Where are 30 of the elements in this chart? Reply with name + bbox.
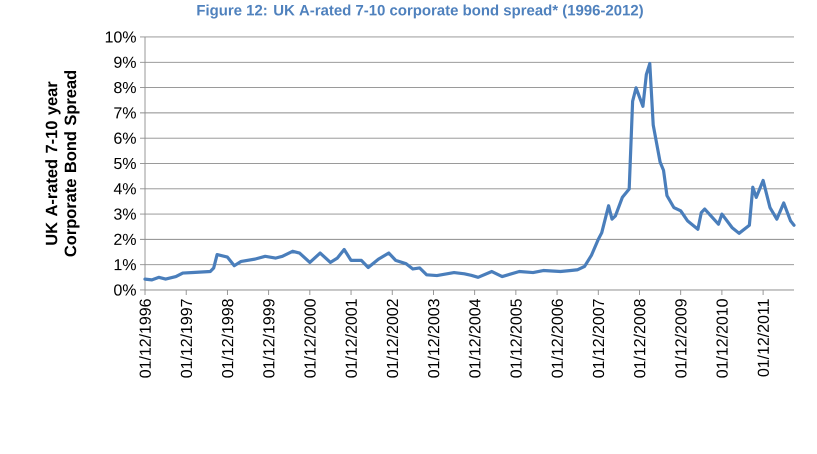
x-tick-label: 01/12/2011: [757, 299, 769, 376]
y-tick-label: 6%: [114, 132, 136, 144]
x-tick-label: 01/12/2004: [468, 298, 481, 378]
x-tick-label: 01/12/2007: [592, 299, 604, 378]
x-tick-label: 01/12/1998: [222, 299, 234, 378]
x-tick-label: 01/12/2003: [428, 299, 440, 378]
y-tick-label: 3%: [114, 208, 136, 220]
y-axis-title: UK A-rated 7-10 year Corporate Bond Spread: [45, 70, 80, 256]
x-tick-label: 01/12/2005: [510, 299, 522, 378]
x-tick-label: 01/12/2001: [345, 299, 357, 378]
line-series: [143, 62, 796, 282]
x-tick-label: 01/12/1999: [262, 299, 274, 378]
y-tick-label: 2%: [114, 234, 136, 245]
y-tick-label: 7%: [114, 107, 136, 118]
chart-title: Figure 12: UK A-rated 7-10 corporate bond spread* (1996-2012): [197, 4, 643, 19]
x-tick-label: 01/12/1997: [180, 299, 192, 378]
y-tick-label: 1%: [114, 259, 136, 270]
y-tick-label: 5%: [114, 158, 136, 170]
x-tick-label: 01/12/2000: [304, 299, 316, 378]
y-tick-label: 9%: [114, 56, 136, 68]
x-tick-label: 01/12/2002: [386, 299, 398, 378]
x-tick-label: 01/12/2008: [634, 299, 646, 378]
y-tick-label: 0%: [114, 284, 136, 296]
y-tick-label: 10%: [106, 31, 136, 43]
x-tick-label: 01/12/2009: [674, 299, 687, 378]
y-tick-label: 4%: [114, 183, 136, 194]
x-tick-label: 01/12/2006: [551, 299, 563, 378]
x-tick-label: 01/12/1996: [139, 299, 151, 378]
x-tick-label: 01/12/2010: [716, 299, 728, 378]
y-tick-label: 8%: [114, 82, 136, 94]
